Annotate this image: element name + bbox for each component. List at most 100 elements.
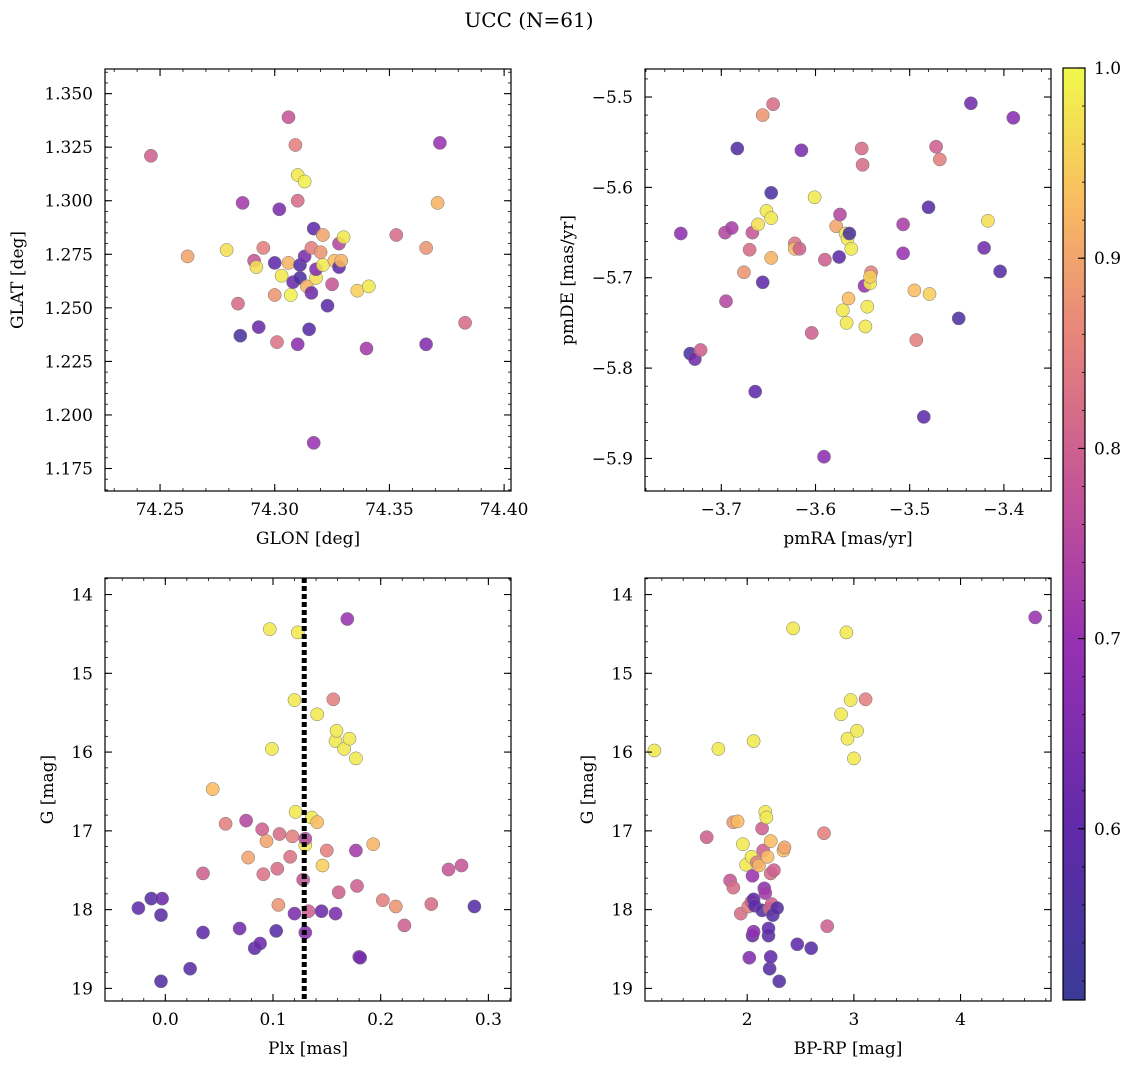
scatter-point	[205, 782, 220, 796]
scatter-point	[896, 217, 910, 232]
scatter-point	[196, 925, 210, 940]
panel-plx-g: 0.0 0.1 0.2 0.3 14 15 16 17 18 19 Plx [mas] G [mag]	[38, 577, 512, 1059]
scatter-point	[858, 692, 873, 707]
scatter-point	[842, 226, 857, 241]
scatter-point	[699, 830, 714, 845]
scatter-point	[916, 410, 931, 424]
x-tick-label: 74.30	[250, 500, 299, 520]
scatter-point	[746, 924, 761, 939]
scatter-point	[424, 897, 439, 911]
scatter-point	[288, 805, 303, 819]
colorbar-tick-label: 1.0	[1094, 59, 1121, 79]
scatter-point	[287, 906, 302, 921]
scatter-point	[843, 693, 858, 707]
x-tick-label: −3.6	[795, 500, 836, 520]
scatter-point	[840, 731, 855, 746]
scatter-point	[764, 211, 779, 225]
y-tick-label: 14	[611, 586, 633, 606]
scatter-point	[144, 148, 158, 163]
scatter-point	[737, 265, 751, 280]
scatter-points	[144, 110, 472, 450]
scatter-point	[786, 621, 800, 636]
scatter-point	[764, 185, 779, 200]
scatter-point	[256, 867, 271, 882]
y-tick-label: 15	[71, 664, 93, 684]
y-tick-label: 1.350	[44, 85, 93, 105]
scatter-point	[833, 207, 847, 222]
scatter-point	[951, 311, 966, 326]
x-tick-label: 74.40	[480, 500, 529, 520]
scatter-point	[818, 252, 832, 267]
scatter-point	[272, 202, 287, 217]
scatter-point	[841, 291, 856, 306]
y-tick-label: 1.250	[44, 299, 93, 319]
scatter-points	[673, 96, 1021, 464]
scatter-point	[724, 221, 739, 235]
scatter-point	[804, 326, 819, 340]
scatter-point	[1028, 610, 1043, 625]
scatter-point	[154, 908, 168, 922]
scatter-point	[313, 245, 328, 260]
scatter-point	[283, 288, 298, 302]
scatter-point	[316, 228, 330, 242]
scatter-point	[719, 294, 733, 309]
scatter-point	[334, 253, 349, 268]
scatter-point	[977, 241, 991, 255]
scatter-point	[896, 246, 910, 261]
scatter-point	[820, 919, 835, 934]
scatter-point	[981, 213, 995, 228]
x-axis-label: BP-RP [mag]	[794, 1039, 903, 1059]
scatter-point	[730, 814, 745, 829]
colorbar: 0.6 0.7 0.8 0.9 1.0	[1062, 59, 1121, 1001]
scatter-point	[770, 901, 784, 915]
x-tick-label: −3.5	[889, 500, 930, 520]
scatter-point	[847, 751, 861, 766]
scatter-point	[746, 734, 761, 748]
scatter-point	[752, 858, 766, 873]
scatter-point	[233, 328, 248, 343]
scatter-point	[755, 275, 770, 290]
scatter-point	[353, 950, 368, 965]
scatter-point	[271, 898, 286, 912]
scatter-point	[922, 287, 937, 301]
scatter-point	[320, 298, 335, 313]
scatter-point	[328, 906, 343, 921]
scatter-point	[832, 250, 846, 264]
scatter-point	[281, 110, 296, 125]
scatter-point	[259, 834, 274, 848]
scatter-point	[265, 742, 279, 756]
scatter-point	[758, 886, 773, 900]
scatter-point	[290, 337, 305, 352]
scatter-point	[711, 742, 726, 756]
scatter-point	[253, 936, 267, 951]
scatter-point	[792, 241, 807, 256]
scatter-point	[290, 625, 305, 640]
scatter-point	[256, 241, 271, 255]
y-tick-label: 16	[611, 743, 633, 763]
scatter-point	[269, 924, 284, 938]
scatter-point	[755, 108, 770, 122]
scatter-point	[430, 196, 445, 210]
scatter-point	[249, 260, 264, 274]
scatter-point	[907, 283, 922, 298]
scatter-point	[180, 249, 195, 264]
y-tick-label: −5.9	[592, 449, 633, 469]
scatter-point	[283, 849, 298, 864]
scatter-point	[270, 861, 285, 876]
scatter-point	[272, 827, 287, 841]
axes-frame	[104, 577, 512, 1002]
colorbar-tick-label: 0.8	[1094, 439, 1121, 459]
scatter-point	[777, 840, 792, 855]
scatter-point	[817, 449, 831, 464]
scatter-point	[155, 891, 169, 906]
scatter-point	[742, 242, 757, 257]
y-tick-label: 1.300	[44, 192, 93, 212]
scatter-point	[850, 723, 864, 738]
colorbar-tick-label: 0.9	[1094, 249, 1121, 269]
panel-pmra-pmde: −3.7 −3.6 −3.5 −3.4 −5.9 −5.8 −5.7 −5.6 −5.5 pmRA…	[558, 68, 1052, 549]
scatter-point	[310, 707, 325, 722]
scatter-point	[131, 901, 146, 915]
y-axis-label: G [mag]	[578, 755, 598, 824]
scatter-point	[388, 899, 403, 914]
